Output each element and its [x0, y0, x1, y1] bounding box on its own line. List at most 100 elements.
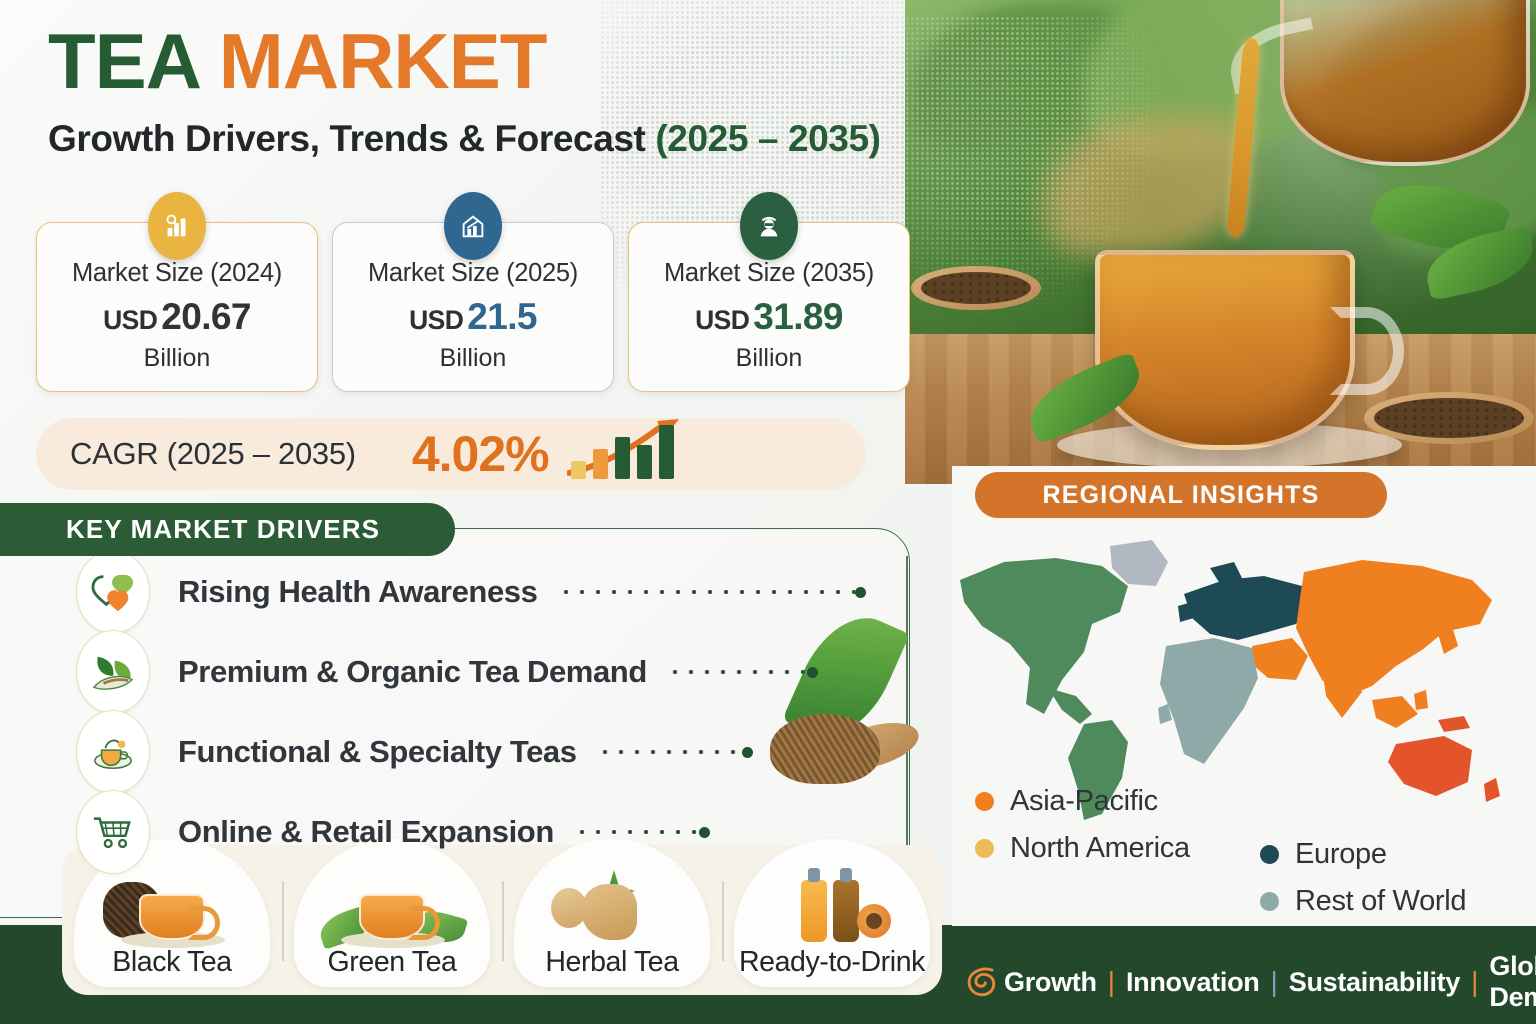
bar-4: [636, 445, 652, 479]
regional-insights-banner-label: REGIONAL INSIGHTS: [1042, 480, 1320, 509]
driver-end-dot: [698, 826, 710, 838]
teacup-handle: [1330, 307, 1404, 395]
page-title: TEA MARKET: [48, 22, 928, 100]
driver-item[interactable]: Rising Health Awareness: [76, 550, 866, 634]
title-tea: TEA: [48, 17, 219, 105]
tea-type-rtd[interactable]: Ready-to-Drink: [722, 839, 942, 995]
page-subtitle: Growth Drivers, Trends & Forecast (2025 …: [48, 118, 928, 160]
stat-value: USD 20.67: [37, 296, 317, 338]
legend-label: Rest of World: [1295, 885, 1467, 917]
footer-bar: Growth | Innovation | Sustainability | G…: [952, 940, 1536, 1024]
spice-heap: [770, 714, 880, 784]
map-region-north-america: [960, 558, 1128, 714]
driver-end-dot: [855, 586, 866, 598]
black-tea-icon: [97, 872, 247, 948]
map-region-africa: [1160, 638, 1258, 764]
teapot-icon: [1280, 0, 1530, 166]
tea-type-label: Green Tea: [327, 946, 457, 978]
stat-label: Market Size (2024): [71, 259, 283, 287]
footer-item-growth: Growth: [1004, 966, 1097, 997]
legend-dot: [975, 792, 994, 811]
stat-currency: USD: [103, 305, 158, 335]
wooden-spoon-left: [911, 266, 1041, 310]
legend-column-left: Asia-Pacific North America: [975, 785, 1190, 879]
regional-insights-banner: REGIONAL INSIGHTS: [975, 472, 1387, 518]
tea-type-black[interactable]: Black Tea: [62, 839, 282, 995]
tea-cup: [139, 894, 220, 940]
legend-dot: [1260, 892, 1279, 911]
driver-item[interactable]: Premium & Organic Tea Demand: [76, 630, 841, 714]
map-region-new-zealand: [1484, 778, 1500, 802]
growth-bars-icon: [566, 419, 681, 485]
map-region-japan: [1438, 626, 1458, 654]
footer-item-sustainability: Sustainability: [1288, 966, 1461, 997]
footer-item-innovation: Innovation: [1125, 966, 1260, 997]
driver-item[interactable]: Online & Retail Expansion: [76, 790, 756, 874]
stat-number: 31.89: [753, 296, 843, 337]
driver-end-dot: [806, 666, 818, 678]
tea-type-divider: [502, 881, 504, 961]
legend-dot: [975, 839, 994, 858]
legend-item-asia-pacific: Asia-Pacific: [975, 785, 1190, 818]
map-region-scandinavia: [1210, 562, 1244, 590]
map-region-greenland: [1110, 540, 1168, 586]
map-region-sea: [1372, 696, 1418, 728]
tea-types-bar: Black Tea Green Tea Herbal Tea: [62, 839, 942, 995]
tea-cup: [359, 894, 440, 940]
fruit-slice: [857, 904, 891, 938]
key-drivers-banner: KEY MARKET DRIVERS: [0, 503, 455, 556]
herb-root: [581, 884, 637, 940]
legend-column-right: Europe Rest of World: [1260, 838, 1467, 932]
tea-worker-icon: [740, 192, 798, 260]
footer-separator: |: [1107, 966, 1115, 997]
bar-3: [614, 437, 630, 479]
stat-card-2035: Market Size (2035) USD 31.89 Billion: [628, 192, 910, 392]
driver-connector-dots: [596, 750, 742, 754]
subtitle-years: (2025 – 2035): [655, 118, 881, 159]
rtd-bottles-icon: [757, 868, 907, 944]
tea-type-divider: [722, 881, 724, 961]
cagr-banner: CAGR (2025 – 2035) 4.02%: [36, 418, 866, 490]
stat-unit: Billion: [439, 344, 507, 372]
driver-label: Rising Health Awareness: [178, 574, 538, 609]
decorative-spice-spoon: [770, 700, 924, 790]
map-region-asia: [1296, 560, 1492, 698]
key-drivers-list: Rising Health Awareness Premium & Organi…: [76, 550, 896, 876]
map-region-philippines: [1414, 690, 1428, 710]
tea-leaves-seeds: [1374, 398, 1524, 438]
driver-label: Online & Retail Expansion: [178, 814, 554, 849]
tea-type-herbal[interactable]: Herbal Tea: [502, 839, 722, 995]
map-region-india: [1322, 664, 1362, 718]
map-region-middle-east: [1252, 638, 1308, 680]
driver-label: Functional & Specialty Teas: [178, 734, 577, 769]
stat-card-2024: Market Size (2024) USD 20.67 Billion: [36, 192, 318, 392]
bar-1: [570, 461, 586, 479]
driver-connector-dots: [573, 830, 699, 834]
legend-item-europe: Europe: [1260, 838, 1466, 871]
stat-currency: USD: [695, 305, 750, 335]
stat-currency: USD: [409, 305, 464, 335]
tea-type-label: Black Tea: [112, 946, 232, 978]
driver-connector-dots: [557, 590, 855, 594]
driver-item[interactable]: Functional & Specialty Teas: [76, 710, 791, 794]
shopping-cart-icon: [76, 790, 150, 874]
footer-separator: |: [1270, 966, 1278, 997]
stat-card-2025: Market Size (2025) USD 21.5 Billion: [332, 192, 614, 392]
tea-type-divider: [282, 881, 284, 961]
green-tea-icon: [315, 872, 469, 950]
map-region-central-america: [1048, 688, 1092, 724]
tea-type-green[interactable]: Green Tea: [282, 839, 502, 995]
footer-item-global-demand: Global Demand: [1489, 951, 1536, 1012]
title-market: MARKET: [218, 17, 548, 105]
tea-leaves-icon: [76, 630, 150, 714]
health-heart-icon: [76, 550, 150, 634]
driver-label: Premium & Organic Tea Demand: [178, 654, 647, 689]
bar-5: [658, 425, 674, 479]
stat-value: USD 31.89: [629, 296, 909, 338]
bottle-brown: [833, 868, 859, 942]
driver-end-dot: [741, 746, 753, 758]
stat-label: Market Size (2035): [663, 259, 875, 287]
legend-label: Asia-Pacific: [1010, 785, 1158, 817]
legend-item-rest-of-world: Rest of World: [1260, 885, 1467, 918]
map-region-europe: [1184, 576, 1312, 640]
